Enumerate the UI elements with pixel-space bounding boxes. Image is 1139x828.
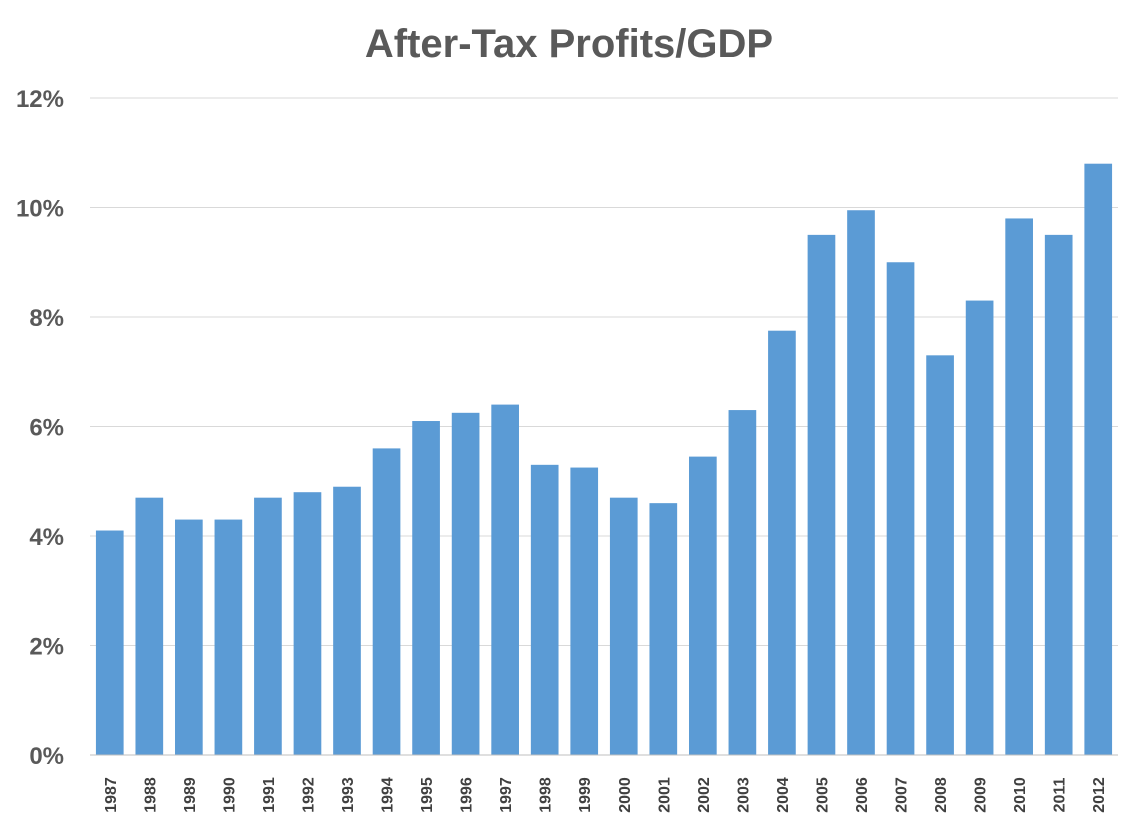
bar-1988 [135, 497, 164, 755]
x-tick-label: 2004 [775, 777, 792, 813]
x-tick-label: 2005 [814, 777, 831, 813]
x-tick-label: 1993 [340, 777, 357, 813]
bar-2012 [1084, 163, 1113, 755]
bar-1996 [451, 412, 480, 755]
y-tick-label: 8% [29, 305, 64, 332]
x-tick-label: 1988 [142, 777, 159, 813]
x-tick-label: 2011 [1052, 778, 1069, 813]
x-tick-label: 2000 [617, 777, 634, 813]
bar-2003 [728, 410, 757, 755]
x-tick-label: 2009 [973, 777, 990, 813]
bar-2005 [807, 234, 836, 755]
bar-1990 [214, 519, 243, 755]
bar-2006 [847, 210, 875, 756]
x-tick-label: 1990 [221, 777, 238, 813]
x-tick-label: 2003 [735, 777, 752, 813]
x-tick-label: 1998 [538, 777, 555, 813]
x-tick-label: 2007 [894, 777, 911, 813]
x-tick-label: 1995 [419, 777, 436, 813]
bar-1995 [412, 421, 440, 755]
bar-2007 [886, 262, 915, 755]
bar-1998 [530, 464, 559, 755]
bars [95, 163, 1113, 756]
bar-1992 [293, 492, 322, 755]
x-tick-label: 1991 [261, 777, 278, 813]
x-tick-label: 1994 [380, 777, 397, 813]
bar-1993 [333, 486, 361, 755]
bar-1997 [491, 404, 519, 755]
bar-2008 [926, 355, 954, 755]
bar-1994 [372, 448, 401, 755]
y-tick-label: 4% [29, 524, 64, 551]
bar-2010 [1005, 218, 1033, 755]
bar-1987 [95, 530, 124, 755]
x-tick-label: 1987 [103, 777, 120, 813]
x-tick-label: 2012 [1091, 777, 1108, 813]
x-tick-label: 2001 [656, 777, 673, 813]
y-tick-label: 10% [16, 196, 64, 223]
bar-2004 [768, 330, 796, 755]
y-tick-label: 2% [29, 634, 64, 661]
gridlines [90, 97, 1118, 646]
x-tick-label: 1996 [459, 777, 476, 813]
x-axis-ticks: 1987 1988 1989 1990 1991 1992 1993 1994 1995 1996… [103, 777, 1108, 813]
x-tick-label: 2010 [1012, 777, 1029, 813]
x-tick-label: 2002 [696, 777, 713, 813]
chart-title: After-Tax Profits/GDP [365, 22, 773, 66]
y-tick-label: 6% [29, 415, 64, 442]
bar-1999 [570, 467, 599, 755]
x-tick-label: 1989 [182, 777, 199, 813]
x-tick-label: 1997 [498, 777, 515, 813]
x-tick-label: 2008 [933, 777, 950, 813]
y-tick-label: 12% [16, 86, 64, 113]
bar-2001 [649, 503, 678, 755]
bar-2009 [965, 300, 994, 755]
bar-1991 [254, 497, 282, 755]
bar-2000 [609, 497, 638, 755]
x-tick-label: 1999 [577, 777, 594, 813]
bar-1989 [175, 519, 203, 755]
bar-2011 [1044, 234, 1073, 755]
x-tick-label: 1992 [300, 777, 317, 813]
y-axis-ticks: 0% 2% 4% 6% 8% 10% 12% [16, 86, 64, 770]
x-tick-label: 2006 [854, 777, 871, 813]
bar-2002 [689, 456, 717, 755]
y-tick-label: 0% [29, 743, 64, 770]
